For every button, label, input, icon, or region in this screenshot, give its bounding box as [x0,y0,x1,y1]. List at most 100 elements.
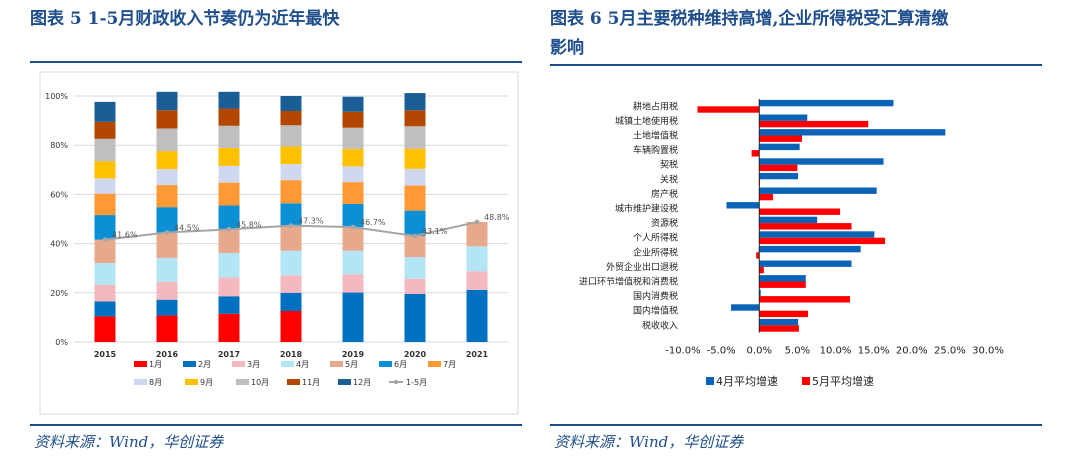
right-bar [759,187,877,194]
right-bar [756,252,760,259]
left-legend-swatch [379,361,392,367]
left-legend-swatch [134,379,147,385]
left-ytick-label: 60% [50,190,68,199]
right-bar [759,135,802,142]
left-legend-swatch [236,379,249,385]
left-bar-segment [94,263,116,285]
right-bar [759,231,875,238]
right-xtick-label: 25.0% [934,346,966,357]
left-ytick-label: 40% [50,240,68,249]
right-category-label: 国内消费税 [633,290,678,302]
left-bar-segment [342,182,364,204]
right-category-label: 进口环节增值税和消费税 [579,276,678,288]
left-bar-segment [342,203,364,228]
left-bar-segment [280,292,302,312]
left-plot-frame [39,71,519,415]
left-bar-segment [156,232,178,258]
left-cumulative-point [350,224,356,230]
left-legend-swatch [338,379,351,385]
left-bar-segment [466,271,488,290]
left-cumulative-point [226,226,232,232]
left-bar-segment [218,313,240,342]
right-legend-swatch [706,377,714,385]
left-bar-segment [280,250,302,276]
right-title-rule [550,64,1042,66]
right-bar [759,245,861,253]
left-bar-segment [280,146,302,165]
left-cumulative-label: 47.3% [298,217,324,226]
left-legend-label: 10月 [251,378,269,387]
left-bar-segment [466,289,488,342]
left-bar-segment [94,239,116,264]
right-bar [759,114,808,121]
right-category-label: 外贸企业出口退税 [606,261,678,273]
left-bar-segment [94,161,116,179]
right-xtick-label: 0.0% [747,346,772,357]
left-legend-swatch [183,361,196,367]
left-bar-segment [94,193,116,216]
right-bar [759,318,799,326]
left-bar-segment [280,164,302,181]
right-category-label: 国内增值税 [633,305,678,317]
right-category-label: 企业所得税 [633,246,678,258]
left-bar-segment [156,128,178,152]
right-bar [759,99,894,107]
right-category-label: 契税 [660,159,678,171]
right-bar [731,304,760,311]
left-bar-segment [156,257,178,282]
left-ytick-label: 0% [55,338,68,347]
right-bar [759,237,886,245]
right-xtick-label: 10.0% [820,346,852,357]
left-legend-swatch [232,361,245,367]
left-bar-segment [218,91,240,109]
left-bar-segment [342,227,364,251]
right-bar [759,164,798,172]
right-bar [759,216,818,224]
left-bar-segment [156,281,178,300]
left-legend-swatch [134,361,147,367]
left-bar-segment [156,91,178,111]
right-category-label: 个人所得税 [633,232,678,244]
left-bar-segment [280,125,302,147]
left-source: 资料来源：Wind，华创证券 [34,433,224,451]
left-bar-segment [94,301,116,317]
left-bar-segment [156,169,178,186]
right-bar [759,129,946,136]
left-bar-segment [280,225,302,251]
right-bar [759,143,800,151]
right-chart-title-line2: 影响 [550,38,584,58]
right-source-rule [550,424,1042,426]
left-cumulative-point [474,219,480,225]
left-bar-segment [156,299,178,316]
left-legend-label: 12月 [353,378,371,387]
left-cumulative-label: 43.1% [422,227,448,236]
left-bar-segment [94,178,116,194]
left-chart-title: 图表 5 1-5月财政收入节奏仍为近年最快 [30,9,340,29]
right-horizontal-bar-chart: 耕地占用税城镇土地使用税土地增值税车辆购置税契税关税房产税城市维护建设税资源税个… [579,99,1004,388]
left-bar-segment [218,165,240,183]
right-bar [759,193,773,201]
left-bar-segment [404,235,426,258]
right-bar [726,202,760,209]
left-bar-segment [218,108,240,126]
left-legend-label: 7月 [443,360,456,369]
right-category-label: 房产税 [651,188,678,200]
right-xtick-label: 20.0% [896,346,928,357]
right-category-label: 税收收入 [642,319,678,331]
right-xtick-label: 30.0% [972,346,1004,357]
left-bar-segment [342,96,364,112]
left-legend-swatch [330,361,343,367]
left-bar-segment [404,126,426,149]
right-legend-swatch [802,377,810,385]
right-bar [759,289,761,297]
left-xtick-label: 2018 [280,350,303,359]
left-legend-label: 9月 [200,378,213,387]
left-bar-segment [404,110,426,127]
right-bar [759,260,852,267]
left-stacked-bar-chart: 41.6% 44.5% 45.8% 47.3% 46.7% 43.1% 48.8% 0% 20… [39,71,519,415]
left-bar-segment [342,166,364,183]
left-bar-segment [94,284,116,302]
left-bar-segment [342,292,364,342]
left-bar-segment [280,275,302,293]
left-cumulative-point [164,230,170,235]
